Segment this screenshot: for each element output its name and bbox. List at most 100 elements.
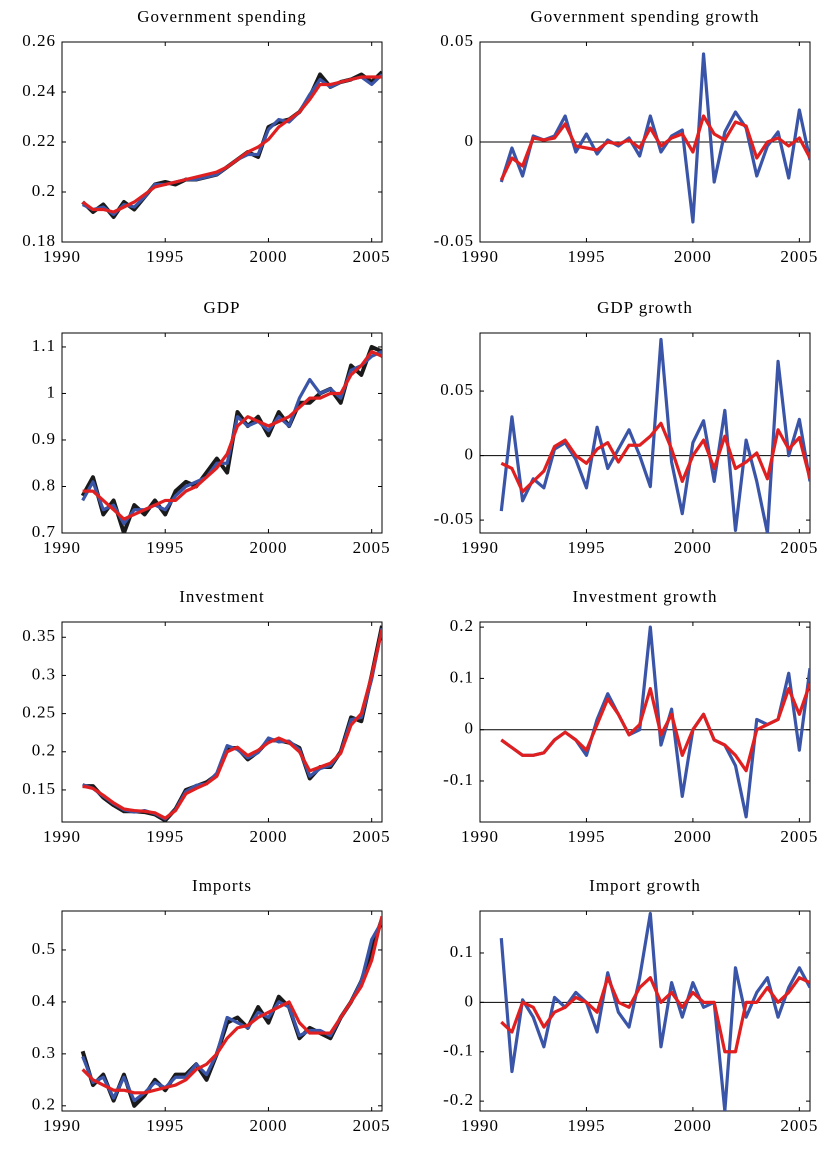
y-tick-label: 0.3 — [32, 1043, 56, 1062]
lines — [500, 625, 810, 819]
y-tick-label: 0.4 — [32, 991, 56, 1010]
y-tick-label: -0.1 — [443, 1041, 474, 1060]
x-tick-label: 1995 — [567, 538, 605, 557]
subplot: Import growth -0.2 -0.1 0 0.1 1990 1995 2000 200… — [443, 876, 818, 1135]
y-tick-label: 0.3 — [32, 664, 56, 683]
x-tick-label: 1995 — [146, 538, 184, 557]
y-tick-label: -0.05 — [434, 231, 474, 250]
y-tick-label: 0.5 — [32, 939, 56, 958]
series-line — [500, 976, 810, 1054]
x-tick-label: 2000 — [674, 247, 712, 266]
subplot: GDP 0.7 0.8 0.9 1 1.1 1990 1995 2000 2005 — [32, 298, 391, 557]
chart-title: Government spending growth — [530, 7, 759, 26]
y-tick-label: 0.24 — [22, 81, 56, 100]
y-tick-label: 0.22 — [22, 131, 56, 150]
x-tick-label: 1995 — [146, 827, 184, 846]
y-tick-label: 0 — [465, 991, 475, 1010]
y-tick-label: 0.2 — [32, 181, 56, 200]
subplot: Investment growth -0.1 0 0.1 0.2 1990 1995 2000… — [443, 587, 818, 846]
y-tick-label: 0.35 — [22, 626, 56, 645]
y-tick-label: 0.1 — [450, 942, 474, 961]
x-tick-label: 2000 — [249, 538, 287, 557]
x-tick-label: 1990 — [43, 538, 81, 557]
y-tick-label: 0.25 — [22, 703, 56, 722]
series-line — [82, 629, 382, 820]
chart-title: GDP growth — [597, 298, 693, 317]
x-tick-label: 1995 — [567, 827, 605, 846]
subplot: GDP growth -0.05 0 0.05 1990 1995 2000 2005 — [434, 298, 818, 557]
y-tick-label: 0.2 — [32, 1095, 56, 1114]
series-line — [81, 915, 382, 1095]
series-line — [82, 350, 382, 521]
x-tick-label: 1990 — [461, 1116, 499, 1135]
subplot: Government spending growth -0.05 0 0.05 1990… — [434, 7, 818, 266]
subplot: Government spending 0.18 0.2 0.22 0.24 0.26 19… — [22, 7, 391, 266]
x-tick-label: 1990 — [461, 827, 499, 846]
y-tick-label: -0.05 — [434, 509, 474, 528]
lines — [80, 344, 382, 533]
x-tick-label: 1995 — [146, 247, 184, 266]
x-tick-label: 2005 — [353, 827, 391, 846]
y-tick-label: 0 — [465, 719, 475, 738]
lines — [82, 625, 382, 822]
plot-frame — [479, 332, 811, 534]
series-line — [500, 421, 810, 494]
x-tick-label: 1990 — [43, 827, 81, 846]
x-tick-label: 2000 — [674, 1116, 712, 1135]
lines — [499, 337, 810, 533]
y-tick-label: 0.1 — [450, 667, 474, 686]
x-tick-label: 1990 — [461, 538, 499, 557]
series-line — [499, 911, 810, 1111]
x-tick-label: 2005 — [780, 1116, 818, 1135]
y-tick-label: 0 — [465, 444, 475, 463]
y-tick-label: 0.05 — [440, 380, 474, 399]
lines — [499, 911, 810, 1111]
plot-frame — [61, 621, 383, 823]
y-tick-label: 0.05 — [440, 31, 474, 50]
series-line — [499, 114, 810, 181]
x-tick-label: 2000 — [249, 827, 287, 846]
y-tick-label: 0.26 — [22, 31, 56, 50]
x-tick-label: 1995 — [567, 247, 605, 266]
x-tick-label: 1990 — [43, 1116, 81, 1135]
plot-frame — [61, 910, 383, 1112]
x-tick-label: 2000 — [674, 538, 712, 557]
x-tick-label: 1990 — [461, 247, 499, 266]
series-line — [499, 337, 810, 533]
subplot: Imports 0.2 0.3 0.4 0.5 1990 1995 2000 2005 — [32, 876, 391, 1135]
x-tick-label: 2005 — [353, 538, 391, 557]
x-tick-label: 2005 — [353, 1116, 391, 1135]
subplot: Investment 0.15 0.2 0.25 0.3 0.35 1990 1995 2000… — [22, 587, 391, 846]
x-tick-label: 2005 — [780, 827, 818, 846]
y-tick-label: 1 — [47, 382, 57, 401]
x-tick-label: 2005 — [780, 247, 818, 266]
x-tick-label: 1995 — [146, 1116, 184, 1135]
x-tick-label: 2000 — [249, 1116, 287, 1135]
chart-title: Imports — [192, 876, 252, 895]
y-tick-label: 1.1 — [32, 336, 56, 355]
y-tick-label: 0 — [465, 131, 475, 150]
series-line — [81, 75, 382, 214]
x-tick-label: 2005 — [780, 538, 818, 557]
plot-frame — [61, 41, 383, 243]
y-tick-label: 0.2 — [450, 616, 474, 635]
lines — [81, 70, 382, 219]
x-tick-label: 1990 — [43, 247, 81, 266]
x-tick-label: 2005 — [353, 247, 391, 266]
x-tick-label: 2000 — [674, 827, 712, 846]
y-tick-label: 0.9 — [32, 429, 56, 448]
lines — [80, 915, 382, 1108]
x-tick-label: 2000 — [249, 247, 287, 266]
lines — [499, 52, 810, 224]
chart-title: GDP — [203, 298, 240, 317]
x-tick-label: 1995 — [567, 1116, 605, 1135]
chart-title: Investment — [179, 587, 265, 606]
y-tick-label: 0.7 — [32, 522, 56, 541]
chart-title: Import growth — [589, 876, 701, 895]
y-tick-label: 0.2 — [32, 741, 56, 760]
y-tick-label: -0.1 — [443, 770, 474, 789]
y-tick-label: 0.18 — [22, 231, 56, 250]
series-line — [500, 683, 810, 773]
